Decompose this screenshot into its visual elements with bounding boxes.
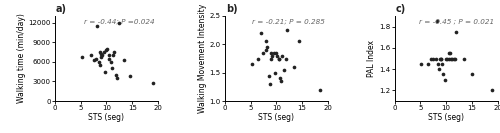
Point	[441, 79, 449, 81]
Point	[260, 52, 268, 54]
Text: r = -0.44; P =0.024: r = -0.44; P =0.024	[84, 18, 155, 24]
Point	[290, 66, 298, 68]
Text: r = -0.45 ; P = 0.021: r = -0.45 ; P = 0.021	[420, 18, 494, 24]
X-axis label: STS (seg): STS (seg)	[258, 113, 294, 122]
Point	[110, 51, 118, 53]
Point	[316, 89, 324, 91]
Point	[426, 57, 434, 60]
Point	[444, 52, 452, 54]
Point	[112, 74, 120, 76]
Point	[452, 57, 460, 60]
Text: c): c)	[396, 4, 406, 14]
Point	[92, 57, 100, 60]
Point	[98, 53, 106, 55]
Point	[450, 57, 458, 60]
Point	[126, 75, 134, 77]
Point	[116, 21, 124, 24]
Y-axis label: PAL Index: PAL Index	[368, 40, 376, 77]
Point	[272, 52, 280, 54]
Point	[267, 57, 275, 60]
Point	[278, 55, 286, 57]
Point	[442, 57, 450, 60]
Point	[448, 57, 456, 60]
Point	[254, 57, 262, 60]
Point	[437, 57, 445, 60]
Point	[438, 63, 446, 65]
Point	[280, 69, 288, 71]
Point	[98, 54, 106, 56]
Point	[102, 70, 110, 73]
Point	[444, 57, 452, 60]
Point	[424, 63, 432, 65]
Point	[436, 57, 444, 60]
Point	[90, 59, 98, 62]
Point	[296, 40, 304, 43]
Point	[98, 55, 106, 58]
Point	[105, 57, 113, 60]
Point	[437, 57, 445, 60]
Point	[275, 57, 283, 60]
Point	[104, 48, 112, 50]
Point	[274, 55, 281, 57]
Point	[267, 52, 275, 54]
Point	[268, 55, 276, 57]
Point	[433, 20, 441, 22]
Point	[460, 57, 468, 60]
Point	[263, 46, 271, 48]
Text: b): b)	[226, 4, 237, 14]
Point	[452, 31, 460, 33]
Point	[257, 32, 265, 34]
X-axis label: STS (seg): STS (seg)	[88, 113, 124, 122]
Point	[94, 61, 102, 63]
Point	[271, 72, 279, 74]
Point	[270, 52, 278, 54]
Point	[108, 67, 116, 69]
Point	[262, 40, 270, 43]
X-axis label: STS (seg): STS (seg)	[428, 113, 464, 122]
Point	[266, 83, 274, 85]
Point	[488, 89, 496, 92]
Point	[120, 59, 128, 62]
Point	[108, 54, 116, 56]
Point	[282, 57, 290, 60]
Point	[106, 61, 114, 63]
Point	[275, 57, 283, 60]
Point	[100, 51, 108, 53]
Point	[447, 57, 455, 60]
Point	[278, 80, 285, 82]
Point	[87, 54, 95, 56]
Text: r = -0.21; P = 0.285: r = -0.21; P = 0.285	[252, 18, 324, 24]
Point	[468, 73, 476, 76]
Point	[434, 63, 442, 65]
Point	[282, 29, 290, 31]
Point	[264, 74, 272, 77]
Point	[276, 77, 284, 79]
Y-axis label: Walking time (min/day): Walking time (min/day)	[16, 14, 26, 103]
Point	[446, 52, 454, 54]
Point	[432, 57, 440, 60]
Point	[112, 77, 120, 79]
Point	[443, 57, 451, 60]
Point	[93, 25, 101, 27]
Y-axis label: Walking Movement Intensity: Walking Movement Intensity	[198, 4, 206, 113]
Point	[78, 55, 86, 58]
Point	[149, 82, 157, 84]
Point	[96, 64, 104, 66]
Point	[436, 68, 444, 70]
Point	[105, 54, 113, 56]
Point	[248, 63, 256, 65]
Text: a): a)	[56, 4, 67, 14]
Point	[429, 57, 437, 60]
Point	[102, 49, 110, 51]
Point	[440, 73, 448, 76]
Point	[418, 63, 426, 65]
Point	[262, 49, 270, 51]
Point	[96, 51, 104, 53]
